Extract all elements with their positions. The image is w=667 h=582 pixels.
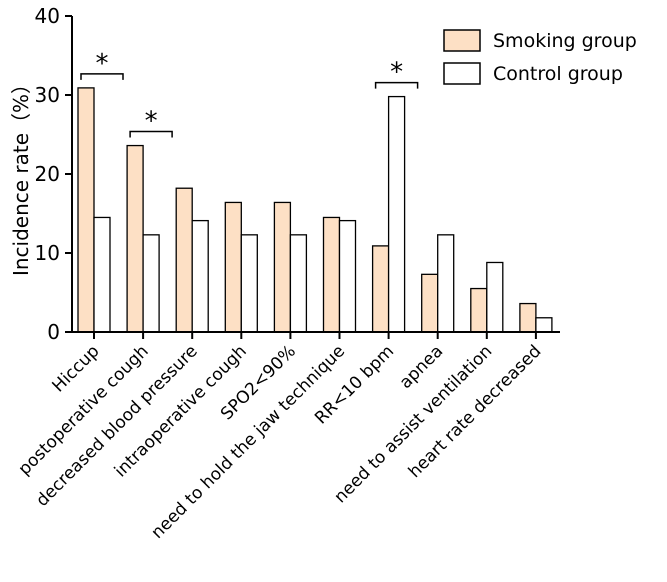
legend: Smoking group Control group — [443, 29, 637, 85]
legend-label-control: Control group — [493, 63, 623, 85]
bar-smoking — [421, 273, 439, 333]
legend-item-control: Control group — [443, 62, 623, 85]
bar-control — [338, 219, 357, 333]
bar-smoking — [126, 144, 144, 333]
bar-control — [289, 234, 308, 333]
bar-smoking — [470, 287, 488, 333]
bar-smoking — [77, 87, 95, 333]
significance-bracket — [129, 130, 173, 138]
bar-smoking — [175, 187, 193, 333]
bar-smoking — [371, 245, 390, 333]
bar-smoking — [519, 302, 537, 333]
significance-star: * — [145, 107, 158, 137]
plot-area: * * * — [77, 49, 553, 333]
bar-smoking — [273, 201, 292, 333]
y-tick-label: 10 — [35, 241, 60, 265]
bar-smoking — [322, 216, 341, 333]
legend-swatch-smoking — [443, 29, 481, 52]
bar-control — [437, 234, 455, 333]
y-axis: 0 10 20 30 40 — [35, 4, 73, 344]
bar-control — [387, 95, 406, 333]
y-tick-label: 40 — [35, 4, 60, 28]
bar-control — [191, 219, 209, 333]
legend-label-smoking: Smoking group — [493, 30, 637, 52]
significance-star: * — [96, 49, 109, 79]
y-tick-label: 0 — [47, 320, 60, 344]
legend-swatch-control — [443, 62, 481, 85]
y-tick-label: 30 — [35, 83, 60, 107]
significance-bracket — [80, 73, 124, 80]
significance-star: * — [390, 58, 403, 88]
bar-control — [93, 216, 111, 333]
significance-bracket — [374, 81, 419, 89]
bar-control — [486, 261, 504, 333]
y-axis-title: Incidence rate（%） — [9, 74, 33, 276]
bar-control — [142, 234, 160, 333]
bar-smoking — [224, 201, 242, 333]
bar-control — [535, 317, 553, 333]
legend-item-smoking: Smoking group — [443, 29, 637, 52]
y-tick-label: 20 — [35, 162, 60, 186]
bar-control — [240, 234, 258, 333]
